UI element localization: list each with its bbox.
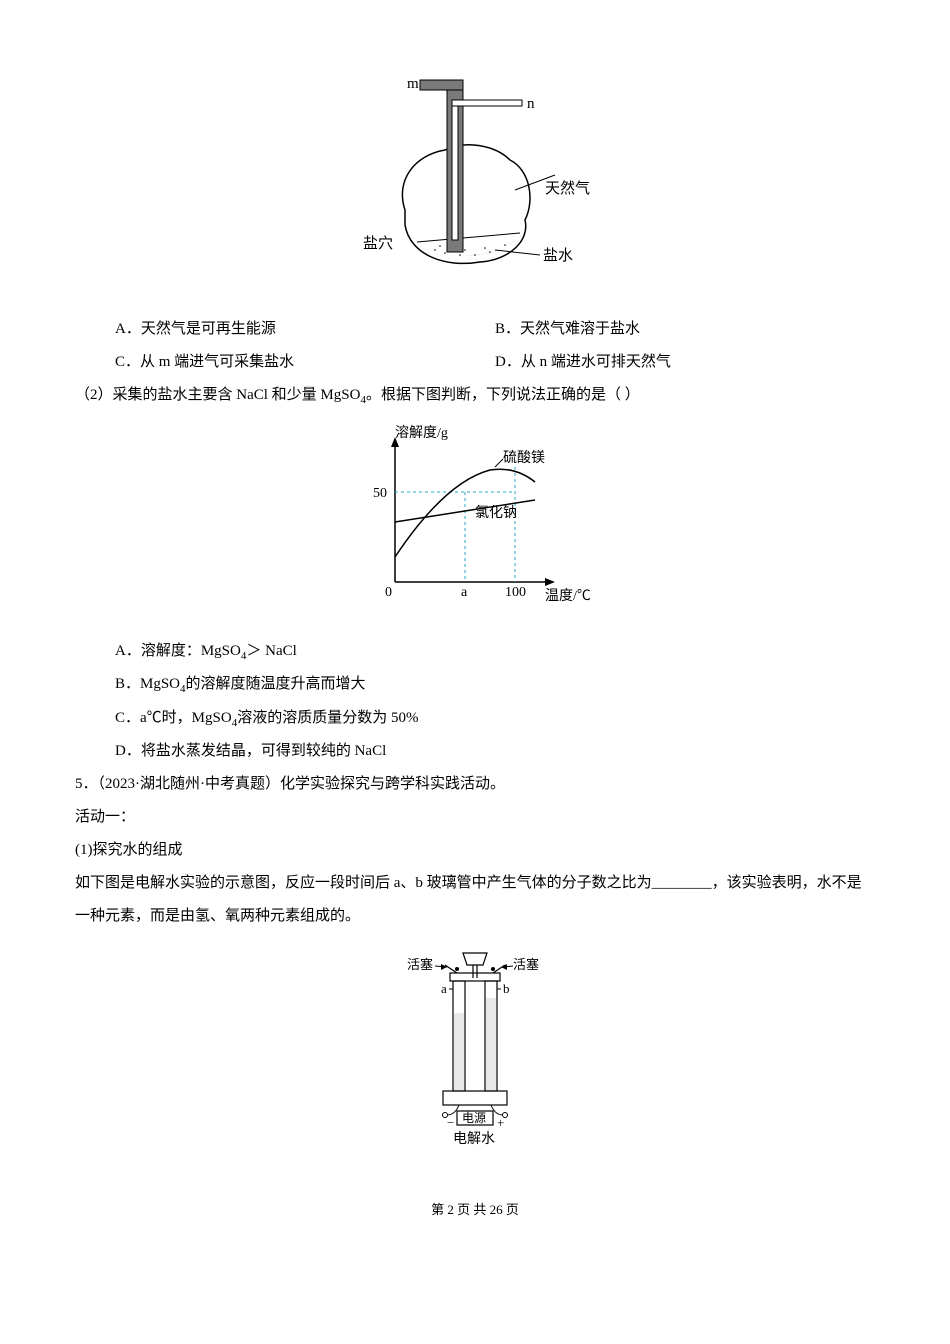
n-label: n — [527, 96, 535, 112]
y-tick-50: 50 — [373, 486, 387, 501]
page-footer: 第 2 页 共 26 页 — [75, 1196, 875, 1225]
x-axis-label: 温度/℃ — [545, 588, 591, 604]
q5-activity1: 活动一： — [75, 801, 875, 834]
x-tick-100: 100 — [505, 585, 526, 600]
q5-sub1: (1)探究水的组成 — [75, 834, 875, 867]
x-tick-a: a — [461, 585, 468, 600]
power-source-label: 电源 — [462, 1111, 486, 1125]
q2-option-a: A．溶解度：MgSO4＞ NaCl — [115, 635, 875, 668]
tube-b-label: b — [503, 981, 510, 996]
q5-heading: 5．（2023·湖北随州·中考真题）化学实验探究与跨学科实践活动。 — [75, 768, 875, 801]
origin-label: 0 — [385, 585, 392, 600]
solubility-chart: 溶解度/g 温度/℃ 0 50 a 100 硫酸镁 氯化钠 — [75, 422, 875, 625]
y-axis-label: 溶解度/g — [395, 425, 448, 441]
series2-label: 氯化钠 — [475, 505, 517, 521]
q2-option-c: C．a℃时，MgSO4溶液的溶质质量分数为 50% — [115, 702, 875, 735]
solubility-svg: 溶解度/g 温度/℃ 0 50 a 100 硫酸镁 氯化钠 — [335, 422, 615, 612]
q2-option-b: B．MgSO4的溶解度随温度升高而增大 — [115, 668, 875, 701]
electrolysis-caption: 电解水 — [453, 1131, 495, 1147]
q2-options: A．溶解度：MgSO4＞ NaCl B．MgSO4的溶解度随温度升高而增大 C．… — [75, 635, 875, 768]
q1-option-c: C．从 m 端进气可采集盐水 — [115, 346, 495, 379]
salt-cavern-svg: m n 天然气 盐穴 盐水 — [345, 70, 605, 290]
q5-body: 如下图是电解水实验的示意图，反应一段时间后 a、b 玻璃管中产生气体的分子数之比… — [75, 867, 875, 933]
m-label: m — [407, 76, 419, 92]
q1-option-a: A．天然气是可再生能源 — [115, 313, 495, 346]
stopcock-left-label: 活塞 — [407, 957, 433, 972]
tube-a-label: a — [441, 981, 447, 996]
electrolysis-svg: 活塞 活塞 a b 电源 − + 电解水 — [385, 943, 565, 1153]
q2-stem-pre: （2）采集的盐水主要含 NaCl 和少量 MgSO — [75, 387, 360, 403]
cave-label: 盐穴 — [363, 235, 393, 252]
q1-options: A．天然气是可再生能源 B．天然气难溶于盐水 C．从 m 端进气可采集盐水 D．… — [75, 313, 875, 379]
q2-stem-post: 。根据下图判断，下列说法正确的是（ ） — [366, 387, 640, 403]
q2-option-d: D．将盐水蒸发结晶，可得到较纯的 NaCl — [115, 735, 875, 768]
q1-option-d: D．从 n 端进水可排天然气 — [495, 346, 875, 379]
salt-cavern-figure: m n 天然气 盐穴 盐水 — [75, 70, 875, 303]
electrolysis-figure: 活塞 活塞 a b 电源 − + 电解水 — [75, 943, 875, 1166]
q1-option-b: B．天然气难溶于盐水 — [495, 313, 875, 346]
minus-label: − — [447, 1115, 454, 1130]
stopcock-right-label: 活塞 — [513, 957, 539, 972]
series1-label: 硫酸镁 — [503, 450, 545, 466]
q2-stem: （2）采集的盐水主要含 NaCl 和少量 MgSO4。根据下图判断，下列说法正确… — [75, 379, 875, 412]
plus-label: + — [497, 1115, 504, 1130]
gas-label: 天然气 — [545, 180, 590, 197]
brine-label: 盐水 — [543, 247, 573, 264]
